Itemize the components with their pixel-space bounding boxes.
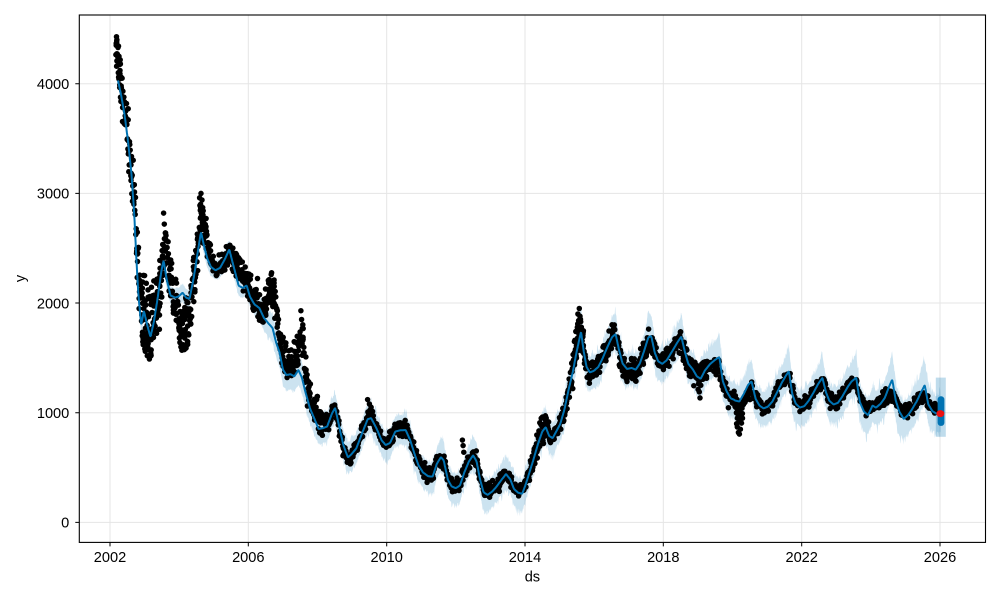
svg-text:ds: ds: [525, 569, 540, 585]
svg-text:2002: 2002: [94, 550, 126, 566]
svg-text:2006: 2006: [232, 550, 264, 566]
svg-text:2026: 2026: [924, 550, 956, 566]
svg-text:2014: 2014: [509, 550, 541, 566]
svg-text:3000: 3000: [37, 187, 69, 203]
svg-text:2022: 2022: [785, 550, 817, 566]
svg-text:1000: 1000: [37, 406, 69, 422]
svg-text:4000: 4000: [37, 77, 69, 93]
svg-text:2010: 2010: [370, 550, 402, 566]
svg-text:2018: 2018: [647, 550, 679, 566]
svg-text:y: y: [13, 274, 29, 282]
svg-text:2000: 2000: [37, 296, 69, 312]
svg-text:0: 0: [61, 516, 69, 532]
